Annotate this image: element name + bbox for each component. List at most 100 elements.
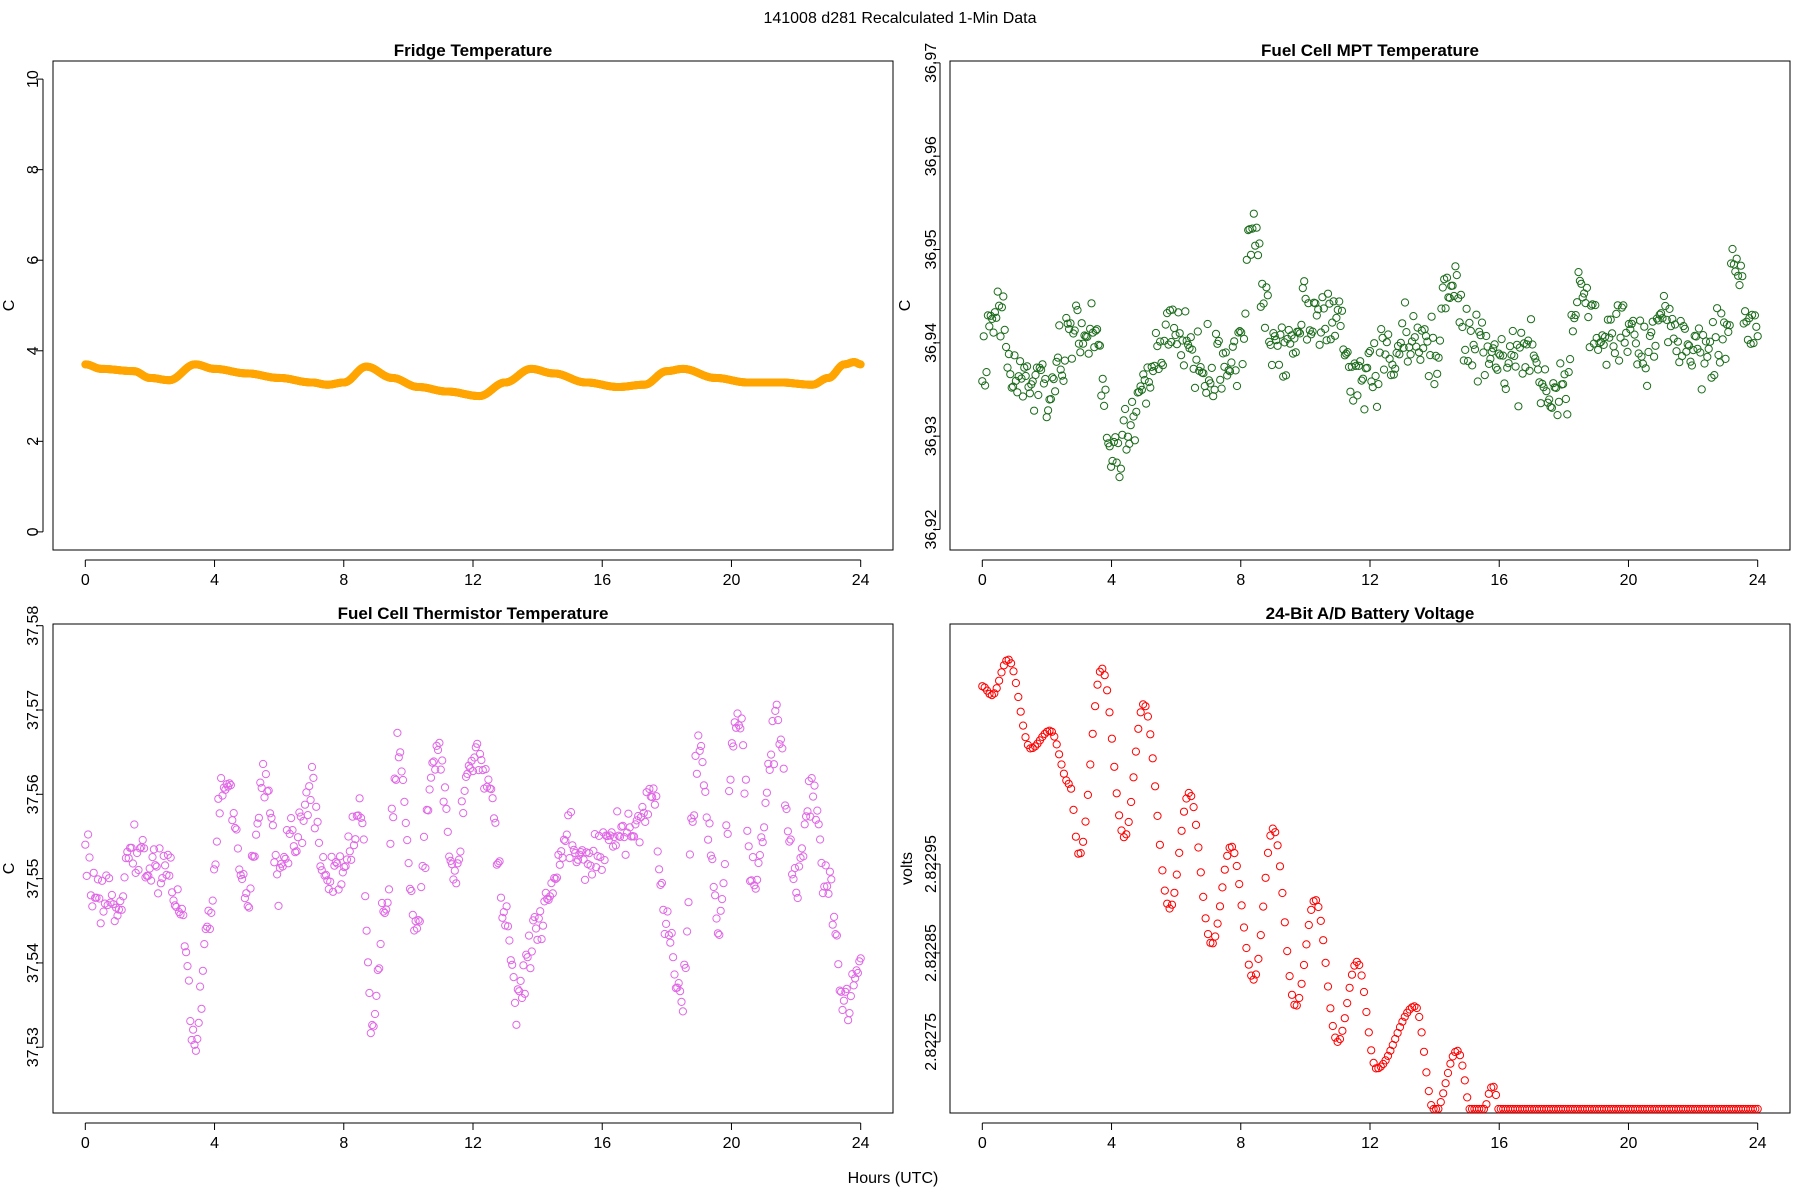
data-series <box>978 209 1762 482</box>
data-point <box>330 861 339 870</box>
data-point <box>586 861 595 870</box>
data-point <box>981 381 990 390</box>
data-point <box>1350 359 1359 368</box>
data-point <box>792 888 801 897</box>
data-point <box>1704 344 1713 353</box>
data-point <box>280 852 289 862</box>
data-point <box>1517 328 1526 337</box>
data-point <box>1319 304 1328 313</box>
data-point <box>425 785 434 794</box>
data-point <box>1379 365 1389 374</box>
data-point <box>1325 299 1334 308</box>
data-point <box>513 985 522 994</box>
data-point <box>1623 347 1632 356</box>
data-point <box>1587 301 1596 310</box>
data-point <box>491 818 500 827</box>
data-point <box>245 903 254 912</box>
data-point <box>768 717 777 726</box>
data-point <box>438 756 447 765</box>
data-point <box>849 981 858 990</box>
data-point <box>793 893 802 903</box>
data-point <box>516 976 525 986</box>
data-point <box>1167 337 1176 347</box>
y-tick-label: 6 <box>25 256 42 265</box>
data-point <box>1038 360 1047 369</box>
data-point <box>555 860 564 869</box>
data-point <box>736 724 745 733</box>
data-point <box>196 982 205 991</box>
data-point <box>650 800 660 809</box>
data-point <box>997 668 1006 677</box>
data-point <box>1508 326 1517 336</box>
data-point <box>1398 1017 1407 1026</box>
data-point <box>1239 923 1249 932</box>
data-point <box>335 852 345 861</box>
data-point <box>1700 359 1709 368</box>
data-point <box>820 882 829 891</box>
data-point <box>1000 325 1009 334</box>
data-point <box>151 861 160 870</box>
data-point <box>1225 367 1235 376</box>
data-point <box>744 842 753 851</box>
data-point <box>1189 803 1198 812</box>
data-point <box>1738 272 1747 281</box>
data-point <box>148 853 157 862</box>
data-point <box>1287 990 1297 999</box>
data-point <box>755 851 765 860</box>
data-point <box>130 820 139 829</box>
x-tick-label: 16 <box>1490 1135 1508 1152</box>
data-point <box>1079 339 1088 348</box>
data-point <box>387 804 396 813</box>
data-point <box>505 936 514 945</box>
data-point <box>1069 805 1078 815</box>
data-point <box>1203 319 1212 329</box>
data-point <box>797 844 807 853</box>
data-point <box>289 842 298 851</box>
data-point <box>400 797 409 807</box>
plot-frame <box>949 60 1791 551</box>
data-point <box>1735 281 1744 290</box>
data-point <box>1244 960 1253 969</box>
data-point <box>676 987 685 996</box>
data-point <box>1155 840 1165 849</box>
data-point <box>1323 982 1333 991</box>
data-point <box>1151 328 1161 338</box>
data-point <box>436 765 445 774</box>
data-point <box>1115 811 1124 820</box>
data-point <box>1244 226 1253 235</box>
panel-mpt: Fuel Cell MPT Temperature C 0 4 8 12 16 20 24 36.… <box>897 41 1791 589</box>
x-tick-label: 24 <box>852 1135 870 1152</box>
data-point <box>238 874 247 884</box>
data-point <box>366 1029 375 1038</box>
data-point <box>81 840 90 849</box>
data-point <box>287 814 296 823</box>
data-point <box>267 813 276 823</box>
data-point <box>1561 394 1571 404</box>
y-tick-label: 37.56 <box>25 774 42 814</box>
data-point <box>1017 374 1026 383</box>
data-point <box>1142 399 1151 408</box>
data-point <box>1346 387 1355 396</box>
data-point <box>802 812 811 821</box>
data-point <box>530 913 539 922</box>
data-point <box>578 846 587 855</box>
data-point <box>1302 335 1312 344</box>
data-point <box>816 835 825 844</box>
data-point <box>566 808 576 817</box>
data-point <box>1093 325 1102 334</box>
data-point <box>1278 888 1287 898</box>
data-point <box>429 757 438 766</box>
data-point <box>1436 1098 1445 1107</box>
data-point <box>365 988 374 998</box>
data-point <box>298 838 307 848</box>
data-point <box>655 865 664 874</box>
panel-title: Fuel Cell Thermistor Temperature <box>338 604 609 623</box>
data-point <box>1472 310 1481 319</box>
data-series <box>978 655 1762 1114</box>
data-point <box>1661 301 1670 311</box>
data-point <box>288 826 297 835</box>
y-axis-label: C <box>1 300 18 312</box>
data-point <box>547 879 556 888</box>
data-point <box>1396 338 1405 347</box>
data-point <box>421 863 430 873</box>
